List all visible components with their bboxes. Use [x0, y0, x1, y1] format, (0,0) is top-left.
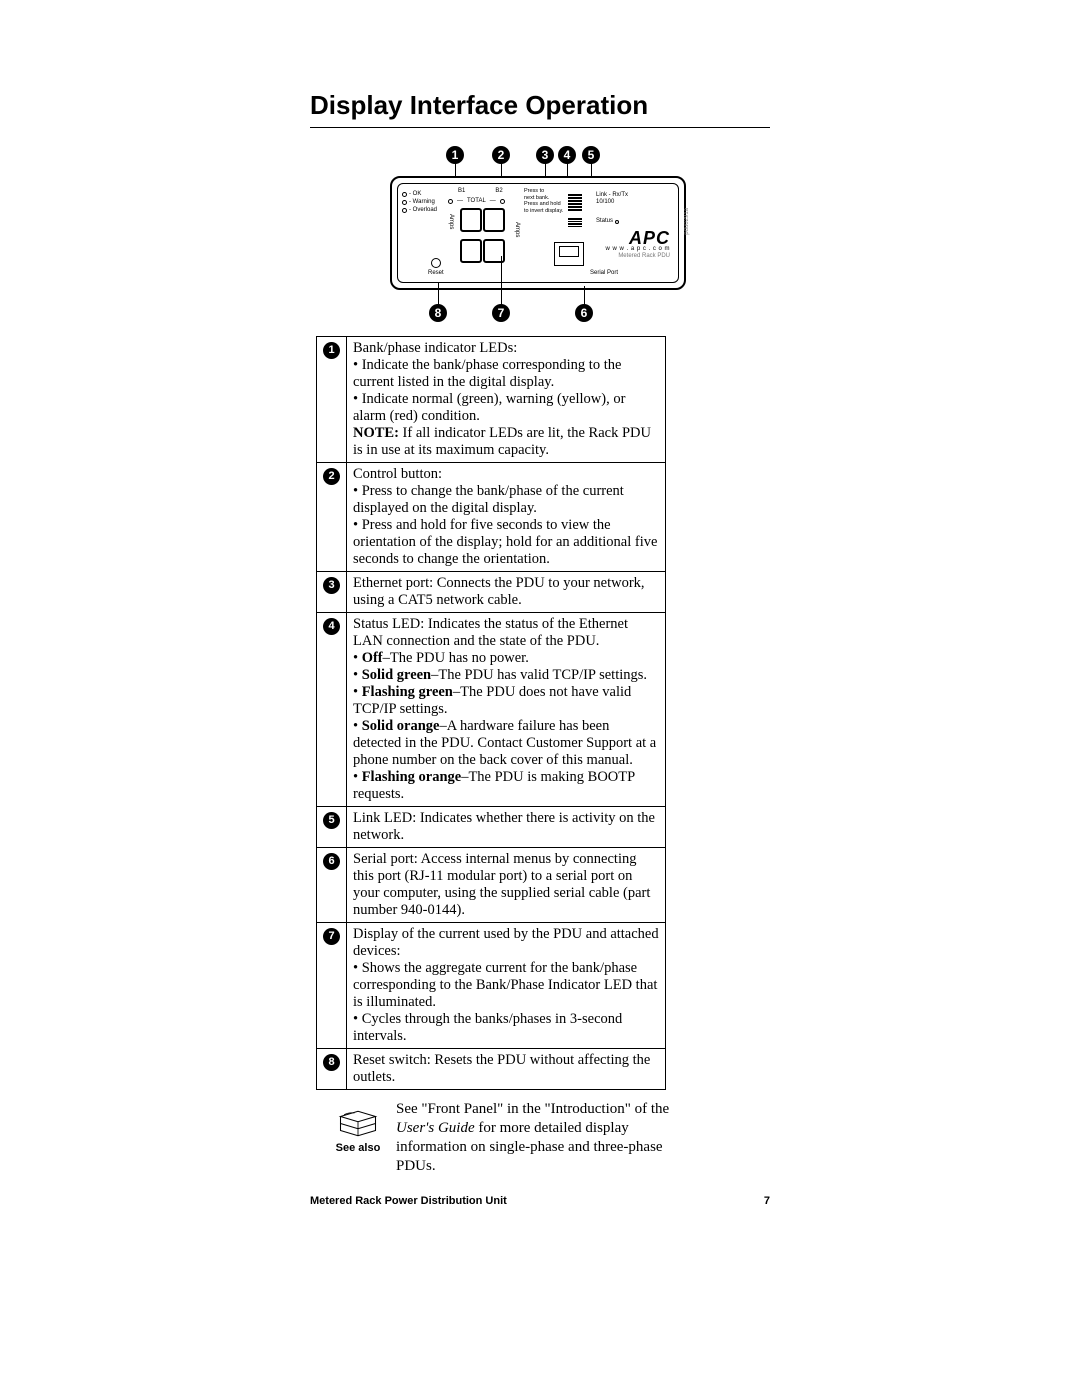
row-number-dot: 2 [323, 468, 340, 485]
led-legend: - OK - Warning - Overload [402, 190, 437, 214]
row-number-dot: 8 [323, 1054, 340, 1071]
callouts-top: 1 2 3 4 5 [390, 146, 690, 164]
row-number-dot: 7 [323, 928, 340, 945]
ethernet-port-icon [554, 242, 584, 266]
page-title: Display Interface Operation [310, 90, 770, 128]
digital-display [460, 208, 510, 262]
table-row: 6 Serial port: Access internal menus by c… [317, 848, 666, 923]
row-number-dot: 5 [323, 812, 340, 829]
table-row: 4 Status LED: Indicates the status of the… [317, 613, 666, 807]
row-number-dot: 3 [323, 577, 340, 594]
callouts-bottom: 8 7 6 [390, 304, 690, 322]
row-description: Ethernet port: Connects the PDU to your … [347, 572, 666, 613]
device-diagram: - OK - Warning - Overload B1 B2 — TOTAL … [390, 164, 690, 304]
row-description: Display of the current used by the PDU a… [347, 923, 666, 1049]
row-number-dot: 6 [323, 853, 340, 870]
table-row: 5 Link LED: Indicates whether there is ac… [317, 807, 666, 848]
status-label: Status [596, 218, 619, 225]
callout-7: 7 [492, 304, 510, 322]
callout-8: 8 [429, 304, 447, 322]
device-panel: - OK - Warning - Overload B1 B2 — TOTAL … [390, 176, 686, 290]
books-icon: See also [334, 1100, 382, 1154]
table-row: 7 Display of the current used by the PDU … [317, 923, 666, 1049]
description-table: 1 Bank/phase indicator LEDs:• Indicate th… [316, 336, 666, 1090]
link-label: Link - Rx/Tx10/100 [596, 192, 628, 206]
reset-switch: Reset [428, 258, 444, 276]
page-content: Display Interface Operation 1 2 3 4 5 - … [310, 90, 770, 1176]
footer-page: 7 [764, 1195, 770, 1207]
row-description: Status LED: Indicates the status of the … [347, 613, 666, 807]
table-row: 1 Bank/phase indicator LEDs:• Indicate th… [317, 337, 666, 463]
see-also-block: See also See "Front Panel" in the "Intro… [334, 1100, 694, 1176]
row-description: Reset switch: Resets the PDU without aff… [347, 1049, 666, 1090]
row-number-dot: 1 [323, 342, 340, 359]
page-footer: Metered Rack Power Distribution Unit 7 [310, 1195, 770, 1207]
footer-title: Metered Rack Power Distribution Unit [310, 1195, 507, 1207]
row-description: Serial port: Access internal menus by co… [347, 848, 666, 923]
row-description: Bank/phase indicator LEDs:• Indicate the… [347, 337, 666, 463]
see-also-text: See "Front Panel" in the "Introduction" … [396, 1100, 694, 1176]
table-row: 3 Ethernet port: Connects the PDU to your… [317, 572, 666, 613]
callout-6: 6 [575, 304, 593, 322]
press-instructions: Press tonext bank.Press and holdto inver… [524, 188, 574, 214]
diagram-area: 1 2 3 4 5 - OK - Warning - Overload [310, 146, 770, 322]
table-row: 2 Control button:• Press to change the ba… [317, 463, 666, 572]
row-description: Control button:• Press to change the ban… [347, 463, 666, 572]
row-description: Link LED: Indicates whether there is act… [347, 807, 666, 848]
row-number-dot: 4 [323, 618, 340, 635]
table-row: 8 Reset switch: Resets the PDU without af… [317, 1049, 666, 1090]
